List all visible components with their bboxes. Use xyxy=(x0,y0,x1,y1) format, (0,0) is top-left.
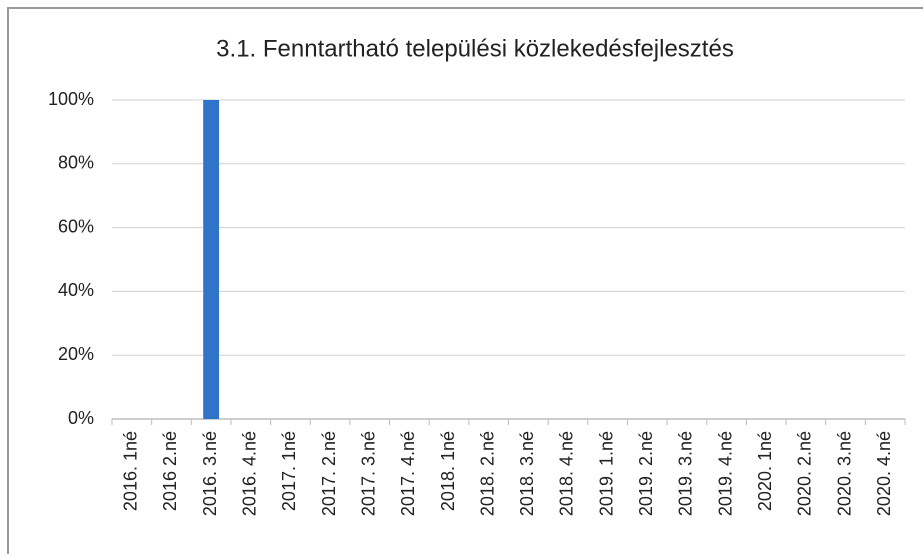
y-tick-label: 40% xyxy=(58,280,94,300)
x-tick-label: 2019. 2.né xyxy=(636,431,656,516)
y-tick-label: 100% xyxy=(48,89,94,109)
x-tick-label: 2017. 3.né xyxy=(358,431,378,516)
chart-frame xyxy=(7,7,923,554)
x-tick-label: 2018. 1né xyxy=(438,431,458,511)
x-tick-label: 2016. 1né xyxy=(121,431,141,511)
x-tick-label: 2019. 1.né xyxy=(596,431,616,516)
y-tick-label: 0% xyxy=(68,408,94,428)
x-tick-label: 2020. 4.né xyxy=(874,431,894,516)
x-tick-label: 2016. 3.né xyxy=(200,431,220,516)
y-tick-label: 20% xyxy=(58,344,94,364)
x-tick-label: 2019. 4.né xyxy=(715,431,735,516)
y-tick-label: 60% xyxy=(58,216,94,236)
x-tick-label: 2019. 3.né xyxy=(676,431,696,516)
x-tick-label: 2017. 1né xyxy=(279,431,299,511)
x-tick-label: 2018. 3.né xyxy=(517,431,537,516)
x-tick-label: 2017. 4.né xyxy=(398,431,418,516)
x-tick-label: 2018. 2.né xyxy=(477,431,497,516)
x-tick-label: 2018. 4.né xyxy=(557,431,577,516)
bar xyxy=(203,100,220,419)
x-tick-label: 2016 2.né xyxy=(160,431,180,511)
x-tick-label: 2020. 3.né xyxy=(834,431,854,516)
x-tick-label: 2020. 2.né xyxy=(795,431,815,516)
chart-title: 3.1. Fenntartható települési közlekedésf… xyxy=(216,35,734,62)
x-tick-label: 2020. 1né xyxy=(755,431,775,511)
y-tick-label: 80% xyxy=(58,153,94,173)
x-tick-label: 2017. 2.né xyxy=(319,431,339,516)
x-tick-label: 2016. 4.né xyxy=(240,431,260,516)
